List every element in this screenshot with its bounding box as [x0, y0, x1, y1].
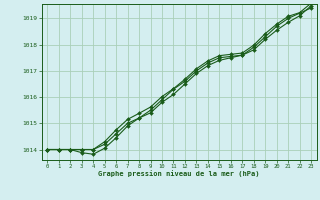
- X-axis label: Graphe pression niveau de la mer (hPa): Graphe pression niveau de la mer (hPa): [99, 171, 260, 177]
